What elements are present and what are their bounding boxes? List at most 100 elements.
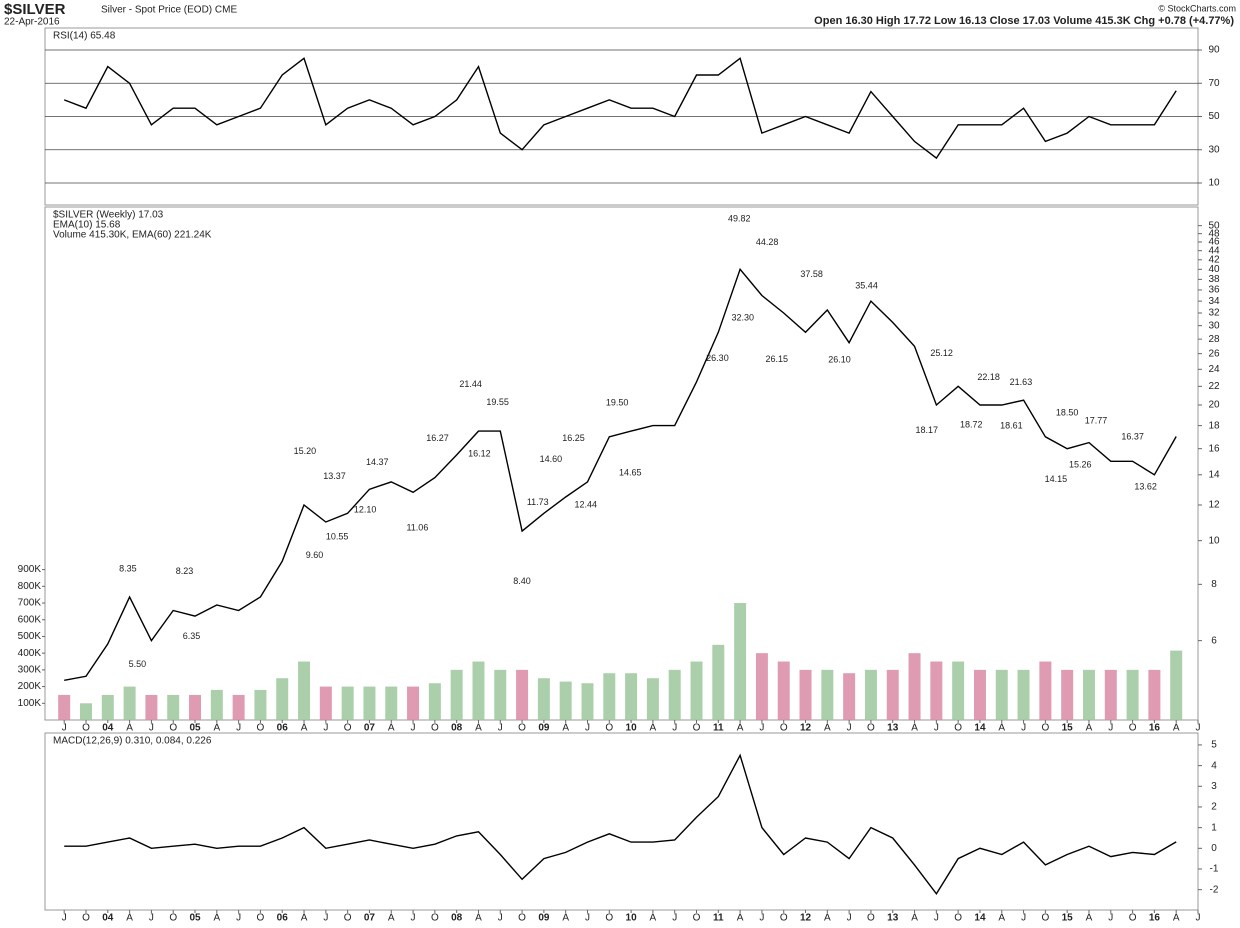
volume-bar — [363, 686, 376, 720]
price-annotation: 16.27 — [426, 433, 449, 443]
copyright: © StockCharts.com — [1158, 3, 1236, 13]
price-annotation: 26.30 — [706, 353, 729, 363]
y-tick-label: 3 — [1211, 781, 1217, 792]
volume-bar — [712, 644, 725, 720]
price-annotation: 8.35 — [119, 563, 137, 573]
x-tick-label: A — [388, 723, 395, 734]
y-tick-label: 5 — [1211, 740, 1217, 751]
y-tick-label: 14 — [1208, 469, 1220, 480]
x-tick-label: A — [562, 913, 569, 924]
x-tick-label: A — [650, 913, 657, 924]
volume-bar — [559, 681, 572, 720]
x-tick-label: J — [672, 913, 677, 924]
y-tick-label: 26 — [1208, 348, 1220, 359]
x-tick-label: 13 — [887, 913, 899, 924]
y-tick-label: 38 — [1208, 274, 1220, 285]
x-tick-label: J — [149, 913, 154, 924]
y-tick-label: -2 — [1210, 884, 1219, 895]
price-annotation: 21.44 — [459, 379, 482, 389]
price-annotation: 6.35 — [183, 631, 201, 641]
x-tick-label: 15 — [1062, 723, 1074, 734]
x-tick-label: J — [585, 913, 590, 924]
x-tick-label: A — [1173, 723, 1180, 734]
x-tick-label: J — [1196, 723, 1201, 734]
x-tick-label: A — [998, 723, 1005, 734]
y-tick-label: 10 — [1208, 535, 1220, 546]
x-tick-label: 05 — [189, 723, 201, 734]
x-tick-label: O — [82, 913, 90, 924]
price-annotation: 14.65 — [619, 467, 642, 477]
x-tick-label: O — [605, 723, 613, 734]
volume-bar — [407, 686, 420, 720]
y-tick-label: 46 — [1208, 237, 1220, 248]
volume-bar — [908, 653, 921, 720]
series-line — [64, 267, 1177, 681]
price-annotation: 21.63 — [1010, 377, 1033, 387]
x-tick-label: 04 — [102, 723, 114, 734]
x-tick-label: A — [824, 723, 831, 734]
price-annotation: 14.37 — [366, 457, 389, 467]
y-tick-label: 16 — [1208, 443, 1220, 454]
y-tick-label: 22 — [1208, 381, 1220, 392]
volume-bar — [1061, 669, 1074, 720]
volume-bar — [516, 669, 529, 720]
x-tick-label: O — [867, 723, 875, 734]
quote-summary: Open 16.30 High 17.72 Low 16.13 Close 17… — [814, 15, 1234, 27]
x-tick-label: O — [780, 913, 788, 924]
y-tick-label: 1 — [1211, 822, 1217, 833]
price-annotation: 44.28 — [756, 237, 779, 247]
y2-tick-label: 700K — [18, 598, 42, 609]
x-tick-label: J — [236, 723, 241, 734]
x-tick-label: O — [344, 913, 352, 924]
x-tick-label: J — [236, 913, 241, 924]
y-tick-label: 90 — [1208, 45, 1220, 56]
y-tick-label: 34 — [1208, 296, 1220, 307]
x-tick-label: A — [126, 723, 133, 734]
x-tick-label: O — [257, 723, 265, 734]
x-tick-label: A — [301, 723, 308, 734]
date: 22-Apr-2016 — [4, 17, 60, 28]
y-tick-label: 30 — [1208, 320, 1220, 331]
x-tick-label: 12 — [800, 913, 812, 924]
x-tick-label: 11 — [713, 913, 724, 924]
price-annotation: 35.44 — [855, 280, 878, 290]
volume-bar — [1082, 669, 1095, 720]
price-annotation: 25.12 — [930, 348, 953, 358]
x-tick-label: O — [431, 723, 439, 734]
y-tick-label: 2 — [1211, 802, 1217, 813]
x-tick-label: J — [323, 723, 328, 734]
x-tick-label: 11 — [713, 723, 724, 734]
y2-tick-label: 100K — [18, 698, 42, 709]
x-tick-label: A — [1086, 723, 1093, 734]
price-annotation: 11.06 — [406, 522, 428, 532]
x-tick-label: 14 — [974, 913, 986, 924]
volume-bar — [995, 669, 1008, 720]
price-annotation: 26.15 — [765, 354, 788, 364]
x-tick-label: A — [388, 913, 395, 924]
volume-bar — [952, 661, 965, 720]
volume-bar — [690, 661, 703, 720]
x-tick-label: A — [998, 913, 1005, 924]
x-tick-label: 10 — [626, 913, 638, 924]
y-tick-label: 28 — [1208, 334, 1220, 345]
x-tick-label: O — [518, 723, 526, 734]
y-tick-label: 30 — [1208, 144, 1220, 155]
volume-bar — [646, 678, 659, 720]
x-tick-label: O — [605, 913, 613, 924]
volume-bar — [799, 669, 812, 720]
volume-bar — [494, 669, 507, 720]
price-annotation: 18.17 — [915, 425, 938, 435]
x-tick-label: O — [82, 723, 90, 734]
volume-bar — [123, 686, 136, 720]
legend-label: MACD(12,26,9) 0.310, 0.084, 0.226 — [53, 736, 212, 747]
x-tick-label: 08 — [451, 723, 463, 734]
y-tick-label: 40 — [1208, 264, 1220, 275]
price-annotation: 15.20 — [294, 446, 317, 456]
price-annotation: 17.77 — [1085, 416, 1108, 426]
volume-bar — [1104, 669, 1117, 720]
x-tick-label: J — [934, 723, 939, 734]
x-tick-label: O — [954, 913, 962, 924]
price-annotation: 18.61 — [1000, 420, 1023, 430]
price-annotation: 5.50 — [129, 659, 147, 669]
x-tick-label: J — [62, 723, 67, 734]
